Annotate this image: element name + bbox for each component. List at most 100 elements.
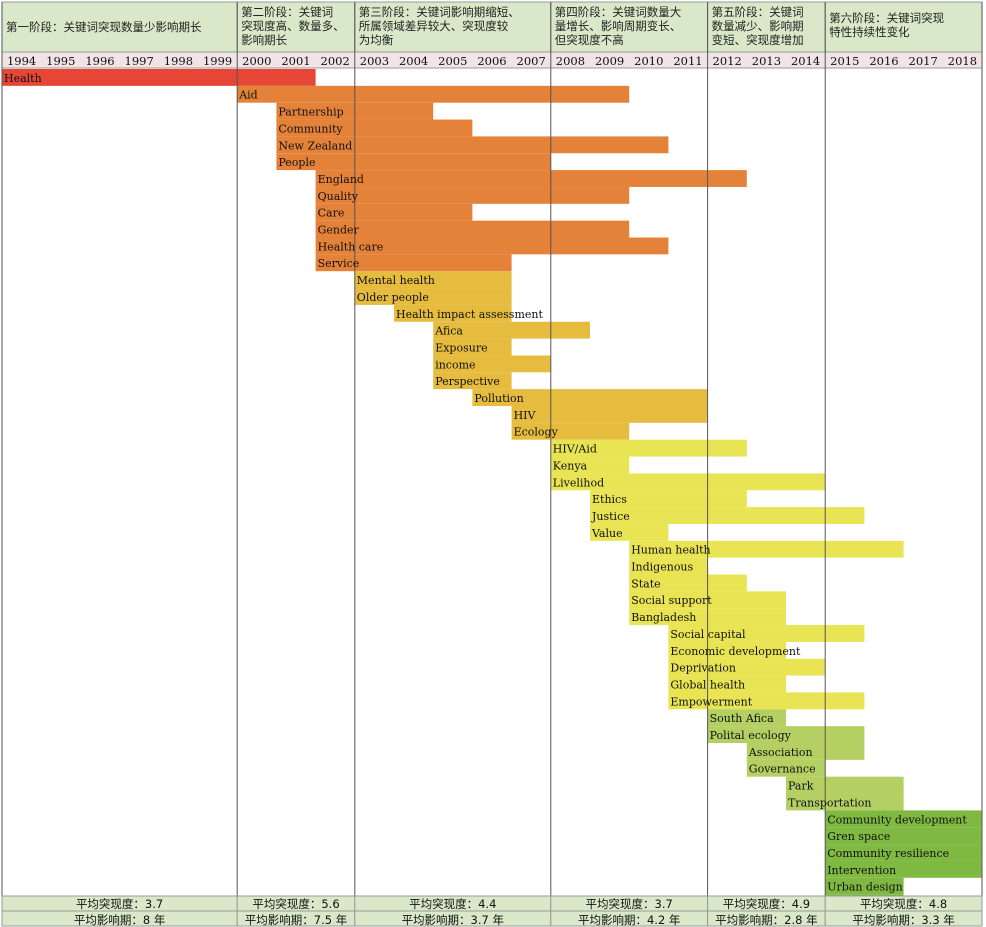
keyword-label-polital-ecology: Polital ecology <box>710 729 792 742</box>
keyword-label-association: Association <box>748 746 813 759</box>
burst-bar-hiv-aid <box>550 439 747 457</box>
burst-bar-justice <box>590 507 865 524</box>
burst-bar-gender <box>315 220 630 238</box>
burst-bar-livelihod <box>550 473 826 491</box>
burst-bar-mental-health <box>354 271 512 289</box>
stage-avg-impact-3: 平均影响期：3.7 年 <box>402 913 504 927</box>
keyword-label-bangladesh: Bangladesh <box>631 611 696 624</box>
keyword-label-livelihod: Livelihod <box>553 476 604 489</box>
keyword-label-income: income <box>435 358 475 371</box>
stage-title-5-line-2: 数量减少、影响期 <box>712 19 804 33</box>
year-tick-2018: 2018 <box>948 54 977 68</box>
burst-bar-transportation <box>786 793 904 811</box>
burst-bar-gren-space <box>825 827 982 845</box>
burst-bar-economic-development <box>668 641 786 659</box>
burst-bar-social-capital <box>668 625 865 642</box>
year-tick-2004: 2004 <box>399 54 428 68</box>
year-tick-2009: 2009 <box>595 54 624 68</box>
year-tick-2011: 2011 <box>673 54 702 68</box>
keyword-label-state: State <box>631 577 660 590</box>
burst-bar-health-care <box>315 237 669 255</box>
stage-title-2-line-2: 突现度高、数量多、 <box>241 19 345 33</box>
stage-title-6-line-2: 特性持续性变化 <box>829 25 910 39</box>
burst-bar-human-health <box>629 540 904 558</box>
keyword-label-new-zealand: New Zealand <box>278 139 352 152</box>
keyword-label-governance: Governance <box>749 763 816 776</box>
year-tick-2003: 2003 <box>360 54 389 68</box>
burst-bar-hiv <box>511 406 708 423</box>
stage-title-4-line-3: 但突现度不高 <box>555 33 624 47</box>
year-tick-2016: 2016 <box>869 54 898 68</box>
stage-impact-box-6 <box>824 910 983 927</box>
keyword-label-intervention: Intervention <box>827 864 896 877</box>
keyword-label-quality: Quality <box>318 190 359 203</box>
stage-title-4-line-1: 第四阶段：关键词数量大 <box>555 5 682 19</box>
stage-avg-impact-5: 平均影响期：2.8 年 <box>715 913 817 927</box>
burst-bar-service <box>315 254 512 272</box>
stage-footer: 平均突现度：3.7 平均影响期：8 年 平均突现度：5.6 平均影响期：7.5 年 平均… <box>1 895 983 927</box>
keyword-label-care: Care <box>318 207 345 220</box>
burst-bar-urban-design <box>825 877 904 895</box>
keyword-label-pollution: Pollution <box>474 392 523 405</box>
burst-bar-perspective <box>433 372 512 390</box>
stage-title-2-line-3: 影响期长 <box>241 33 287 47</box>
stage-avg-burst-5: 平均突现度：4.9 <box>723 897 810 911</box>
year-tick-2013: 2013 <box>752 54 781 68</box>
burst-bar-global-health <box>668 675 786 693</box>
year-axis: 1994 1995 1996 1997 1998 1999 2000 2001 2002 2003… <box>1 51 983 69</box>
burst-bar-intervention <box>825 860 982 878</box>
keyword-label-older-people: Older people <box>357 291 429 304</box>
burst-bar-empowerment <box>668 692 865 710</box>
year-tick-2005: 2005 <box>438 54 467 68</box>
year-tick-2001: 2001 <box>281 54 310 68</box>
burst-bar-park <box>786 776 904 794</box>
stage-title-6-line-1: 第六阶段：关键词突现 <box>829 11 944 25</box>
keyword-label-service: Service <box>318 257 360 270</box>
keyword-label-kenya: Kenya <box>553 459 588 472</box>
year-tick-1997: 1997 <box>125 54 154 68</box>
burst-bar-south-afica <box>707 709 786 727</box>
keyword-label-social-support: Social support <box>631 594 712 607</box>
burst-bar-indigenous <box>629 557 708 575</box>
keyword-label-gren-space: Gren space <box>827 830 890 843</box>
keyword-label-ecology: Ecology <box>514 426 559 439</box>
keyword-label-health-care: Health care <box>318 240 384 253</box>
burst-bar-income <box>433 355 551 373</box>
keyword-label-community-development: Community development <box>827 813 967 826</box>
stage-title-3-line-2: 所属领域差异较大、突现度较 <box>359 19 509 33</box>
stage-avg-burst-1: 平均突现度：3.7 <box>76 897 163 911</box>
burst-bar-community <box>276 119 473 137</box>
year-tick-2007: 2007 <box>517 54 546 68</box>
year-tick-1998: 1998 <box>164 54 193 68</box>
stage-avg-burst-6: 平均突现度：4.8 <box>860 897 947 911</box>
stage-title-1-line-1: 第一阶段：关键词突现数量少影响期长 <box>6 20 202 34</box>
stage-title-4-line-2: 量增长、影响周期变长、 <box>555 19 682 33</box>
burst-bar-governance <box>746 759 826 777</box>
stage-avg-impact-2: 平均影响期：7.5 年 <box>245 913 347 927</box>
keyword-label-exposure: Exposure <box>435 341 487 354</box>
year-tick-2002: 2002 <box>321 54 350 68</box>
stage-title-5-line-1: 第五阶段：关键词 <box>712 5 804 19</box>
stage-header-box-1 <box>1 1 238 53</box>
keyword-label-gender: Gender <box>318 224 360 237</box>
stage-avg-burst-4: 平均突现度：3.7 <box>586 897 673 911</box>
burst-bar-quality <box>315 186 630 204</box>
stage-avg-impact-1: 平均影响期：8 年 <box>74 913 165 927</box>
year-tick-2006: 2006 <box>477 54 506 68</box>
burst-bar-kenya <box>550 456 630 474</box>
burst-bar-association <box>746 743 865 760</box>
keyword-label-mental-health: Mental health <box>357 274 435 287</box>
year-tick-1996: 1996 <box>85 54 114 68</box>
burst-bar-health-impact-assessment <box>394 304 512 322</box>
keyword-label-value: Value <box>591 527 623 540</box>
year-tick-2017: 2017 <box>909 54 938 68</box>
burst-bar-ecology <box>511 422 630 440</box>
year-tick-2010: 2010 <box>634 54 663 68</box>
keyword-label-people: People <box>278 156 315 169</box>
keyword-label-human-health: Human health <box>631 544 710 557</box>
burst-bar-new-zealand <box>276 136 669 154</box>
burst-bar-people <box>276 153 551 171</box>
keyword-label-hiv: HIV <box>514 409 537 422</box>
